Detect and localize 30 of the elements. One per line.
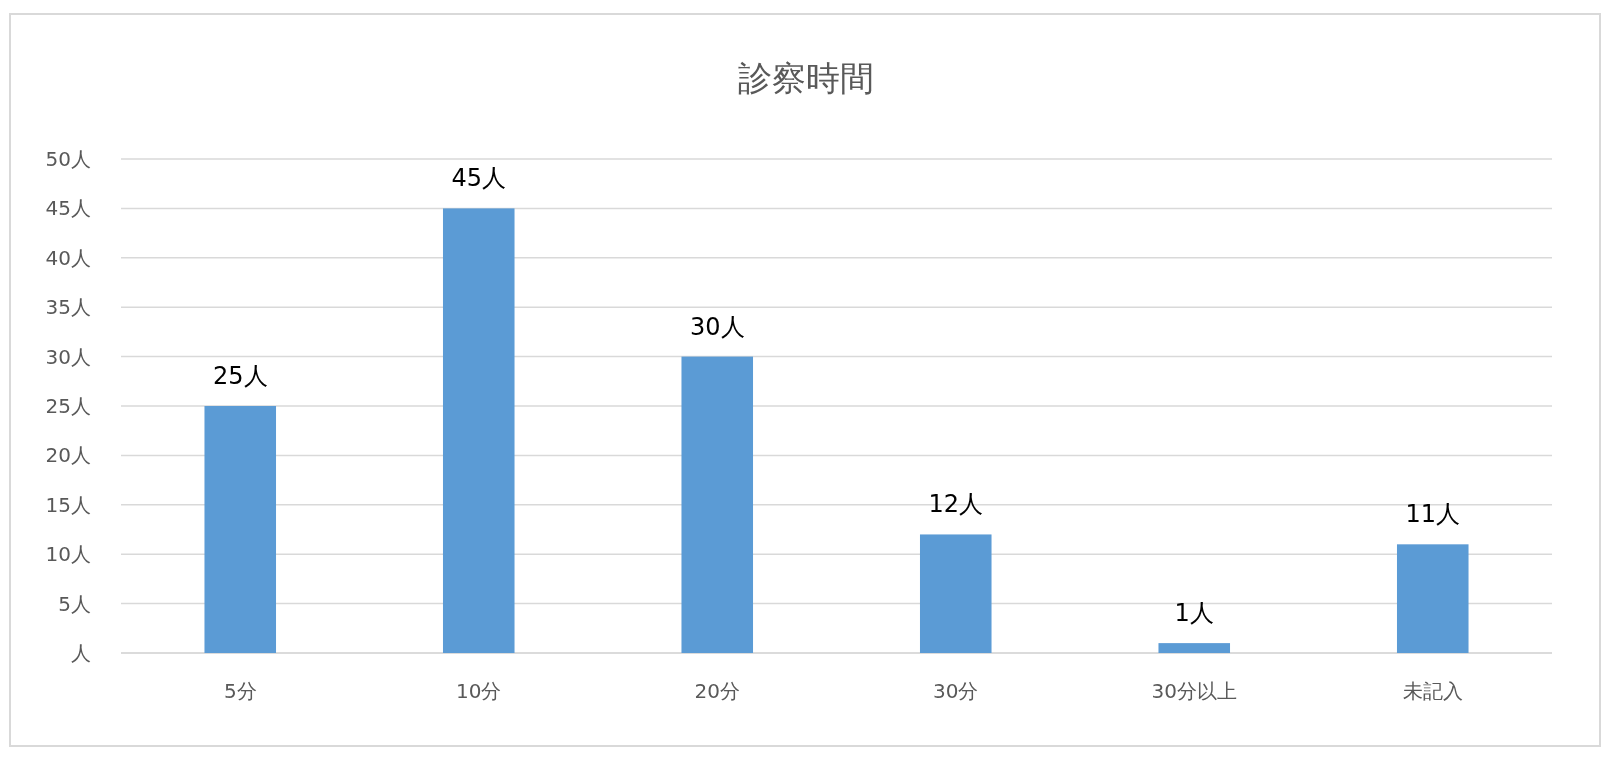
x-tick-label: 20分 — [694, 679, 740, 703]
chart-title: 診察時間 — [738, 58, 874, 98]
data-label: 1人 — [1174, 599, 1214, 628]
y-tick-label: 5人 — [58, 591, 91, 616]
y-tick-label: 25人 — [45, 394, 91, 418]
y-tick-label: 35人 — [45, 295, 91, 320]
y-tick-label: 20人 — [45, 443, 91, 468]
data-label: 45人 — [451, 164, 507, 193]
data-label: 25人 — [212, 362, 268, 390]
y-tick-label: 10人 — [45, 542, 91, 567]
bar — [919, 534, 992, 653]
bar — [1158, 643, 1231, 653]
x-tick-label: 未記入 — [1402, 679, 1463, 703]
bar — [442, 208, 515, 653]
y-tick-label: 30人 — [45, 344, 91, 369]
x-tick-label: 10分 — [456, 679, 502, 703]
x-tick-label: 30分 — [933, 679, 979, 703]
bar — [681, 356, 754, 653]
y-tick-label: 50人 — [45, 147, 91, 171]
y-tick-label: 15人 — [45, 492, 91, 517]
y-tick-label: 人 — [71, 641, 91, 665]
x-tick-label: 30分以上 — [1151, 679, 1237, 703]
data-label: 11人 — [1405, 500, 1461, 529]
x-tick-label: 5分 — [223, 679, 257, 703]
bar — [1396, 544, 1469, 653]
bar — [204, 406, 277, 653]
y-tick-label: 45人 — [45, 196, 91, 221]
data-label: 12人 — [928, 490, 984, 519]
y-tick-label: 40人 — [45, 245, 91, 270]
data-label: 30人 — [689, 312, 745, 341]
